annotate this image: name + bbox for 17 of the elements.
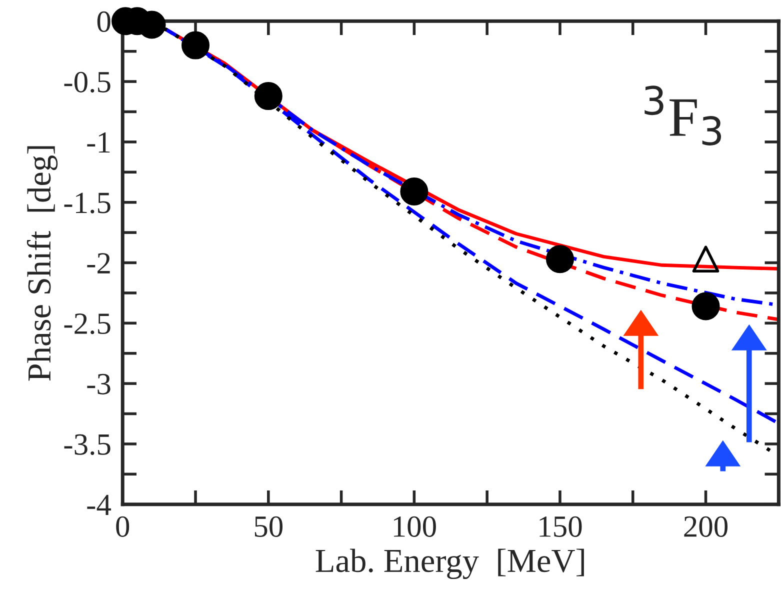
x-tick-label: 0: [116, 516, 130, 537]
y-tick-label: -1: [87, 132, 110, 153]
annotation: $^{3}$F$_{3}$: [644, 86, 722, 146]
y-tick-label: -3: [87, 374, 110, 394]
y-tick-label: -4: [87, 494, 112, 515]
x-tick-label: 200: [684, 516, 728, 537]
y-tick-label: -3.5: [64, 434, 110, 455]
y-tick-label: -0.5: [64, 72, 110, 93]
x-tick-label: 100: [394, 516, 436, 537]
x-tick-label: 50: [254, 516, 283, 537]
y-axis-title: Phase Shift [deg]: [26, 146, 58, 381]
y-tick-label: 0: [97, 11, 110, 32]
x-tick-label: 150: [540, 516, 582, 537]
y-tick-label: -2.5: [64, 314, 110, 334]
y-tick-label: -2: [87, 253, 110, 274]
x-axis-title: Lab. Energy [MeV]: [316, 548, 584, 580]
y-tick-label: -1.5: [64, 192, 110, 214]
